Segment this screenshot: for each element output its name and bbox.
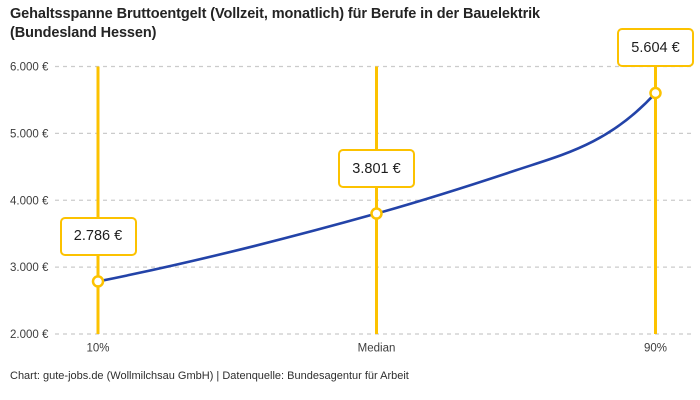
data-point-marker-90% [649,86,662,100]
chart-attribution: Chart: gute-jobs.de (Wollmilchsau GmbH) … [10,370,409,382]
chart-title-line1: Gehaltsspanne Bruttoentgelt (Vollzeit, m… [10,6,541,22]
y-axis-tick-label: 5.000 € [10,128,49,140]
value-label-10%: 2.786 € [59,216,137,256]
y-axis-tick-label: 6.000 € [10,62,49,74]
x-axis-label: 90% [644,343,667,355]
chart-title-line2: (Bundesland Hessen) [10,25,157,42]
chart-title: Gehaltsspanne Bruttoentgelt (Vollzeit, m… [10,5,680,43]
data-point-marker-Median [370,207,383,220]
data-point-marker-10% [91,275,105,288]
y-axis-tick-label: 4.000 € [10,195,49,207]
value-label-Median: 3.801 € [338,149,415,189]
x-axis-label: Median [358,343,396,355]
y-axis-tick-label: 3.000 € [10,262,49,274]
x-axis-label: 10% [86,343,109,355]
salary-curve [96,91,657,283]
y-axis-tick-label: 2.000 € [10,329,49,341]
value-label-90%: 5.604 € [617,28,694,68]
